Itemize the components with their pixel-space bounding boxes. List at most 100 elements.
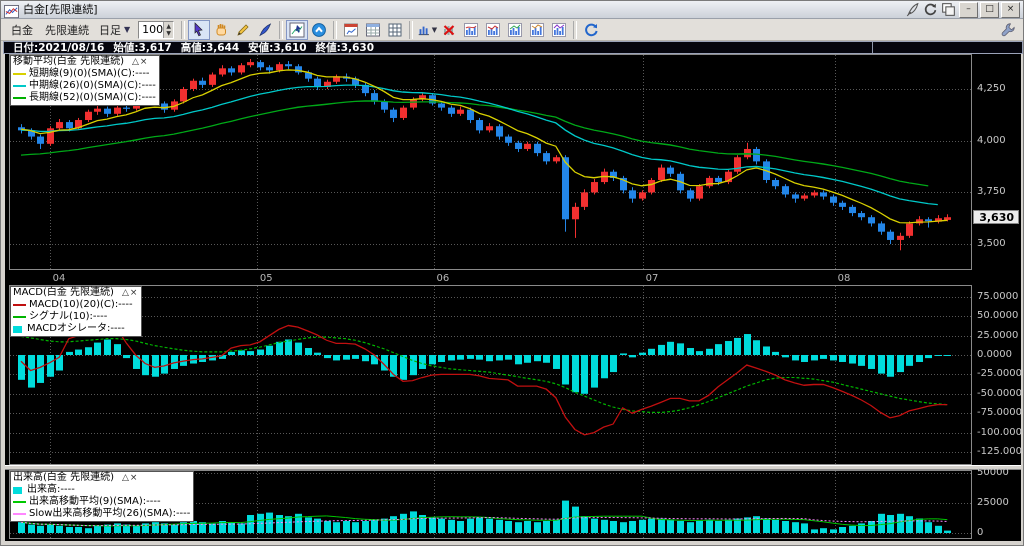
time-axis-month-label: 08	[837, 273, 851, 284]
panel-splitter[interactable]	[5, 465, 1021, 470]
volume-axis-tick: 50000	[977, 467, 1009, 478]
macd-axis-tick: -75.0000	[977, 407, 1022, 418]
legend-item: 中期線(26)(0)(SMA)(C):----	[13, 80, 156, 92]
time-axis-month-label: 05	[259, 273, 273, 284]
ohlc-info-bar: 日付:2021/08/16 始値:3,617 高値:3,644 安値:3,610…	[3, 41, 1023, 54]
current-price-badge: 3,630	[973, 210, 1019, 224]
legend-collapse-icon[interactable]: △	[121, 473, 130, 483]
macd-legend-title: MACD(白金 先限連続)	[13, 287, 114, 298]
data-table-button[interactable]	[362, 20, 384, 40]
crosshair-chart-button[interactable]	[286, 19, 309, 40]
quill-draw-button[interactable]	[254, 20, 276, 40]
legend-close-icon[interactable]: ×	[129, 473, 139, 483]
macd-axis-tick: -50.0000	[977, 388, 1022, 399]
toolbar-separator	[333, 20, 338, 39]
spinner-arrows-icon[interactable]: ▲ ▼	[163, 21, 174, 38]
legend-label: 出来高移動平均(9)(SMA):----	[29, 496, 161, 507]
legend-swatch	[13, 85, 26, 87]
legend-swatch	[13, 501, 26, 503]
macd-legend: MACD(白金 先限連続) △× MACD(10)(20)(C):---- シグナ…	[10, 286, 143, 337]
minimize-button[interactable]: –	[959, 1, 978, 18]
bar-chart-dropdown-button[interactable]: ▼	[416, 20, 438, 40]
legend-swatch	[13, 486, 22, 494]
contract-label[interactable]: 先限連続	[45, 23, 89, 37]
select-cursor-button[interactable]	[188, 19, 211, 40]
price-axis-tick: 3,750	[977, 186, 1006, 197]
legend-label: MACDオシレータ:----	[27, 323, 125, 334]
toolbar-separator	[573, 20, 578, 39]
maximize-button[interactable]: □	[980, 1, 999, 18]
info-high: 高値:3,644	[180, 42, 240, 54]
symbol-label[interactable]: 白金	[11, 23, 33, 37]
legend-item: シグナル(10):----	[13, 311, 138, 323]
legend-label: 出来高:----	[27, 484, 75, 495]
legend-item: MACDオシレータ:----	[13, 323, 138, 335]
feather-pin-icon[interactable]	[904, 2, 921, 17]
legend-label: Slow出来高移動平均(26)(SMA):----	[29, 508, 191, 519]
macd-axis-tick: 25.0000	[977, 330, 1019, 341]
chart-layout-1-button[interactable]	[460, 20, 482, 40]
rotate-g-icon[interactable]	[922, 2, 939, 17]
titlebar[interactable]: 白金[先限連続] – □ ×	[1, 1, 1023, 19]
volume-axis-tick: 0	[977, 527, 984, 538]
scroll-to-latest-button[interactable]	[308, 20, 330, 40]
period-value: 日足	[99, 23, 121, 37]
toolbar-separator	[409, 20, 414, 39]
copy-window-icon[interactable]	[940, 2, 957, 17]
refresh-button[interactable]	[580, 20, 602, 40]
volume-legend: 出来高(白金 先限連続) △× 出来高:---- 出来高移動平均(9)(SMA):…	[10, 471, 195, 522]
chart-area: 移動平均(白金 先限連続) △× 短期線(9)(0)(SMA)(C):---- 中…	[5, 54, 1024, 541]
macd-axis-tick: -25.0000	[977, 368, 1022, 379]
period-dropdown[interactable]: 日足 ▼	[99, 22, 130, 38]
legend-collapse-icon[interactable]: △	[121, 288, 130, 298]
legend-label: シグナル(10):----	[29, 311, 108, 322]
toolbar-separator	[181, 20, 186, 39]
price-axis-tick: 3,500	[977, 238, 1006, 249]
legend-collapse-icon[interactable]: △	[131, 57, 140, 67]
toolbar: 白金 先限連続 日足 ▼ 100 ▲ ▼ ▼	[1, 19, 1023, 41]
macd-axis-tick: -100.0000	[977, 427, 1024, 438]
chevron-down-icon: ▼	[124, 25, 131, 34]
macd-axis-tick: -125.0000	[977, 446, 1024, 457]
macd-axis-tick: 75.0000	[977, 291, 1019, 302]
grid-table-button[interactable]	[384, 20, 406, 40]
chart-layout-5-button[interactable]	[548, 20, 570, 40]
legend-swatch	[13, 325, 22, 333]
info-low: 安値:3,610	[248, 42, 307, 54]
delete-chart-button[interactable]	[438, 20, 460, 40]
close-button[interactable]: ×	[1001, 1, 1020, 18]
legend-item: 出来高移動平均(9)(SMA):----	[13, 496, 190, 508]
bars-count-spinner[interactable]: 100 ▲ ▼	[138, 20, 175, 39]
hand-pan-button[interactable]	[210, 20, 232, 40]
wrench-settings-button[interactable]	[997, 20, 1019, 40]
macd-axis-tick: 0.0000	[977, 349, 1012, 360]
legend-item: Slow出来高移動平均(26)(SMA):----	[13, 508, 190, 520]
chart-window-button[interactable]	[340, 20, 362, 40]
time-axis-month-label: 04	[52, 273, 66, 284]
toolbar-separator	[279, 20, 284, 39]
legend-item: 長期線(52)(0)(SMA)(C):----	[13, 92, 156, 104]
chart-layout-4-button[interactable]	[526, 20, 548, 40]
legend-close-icon[interactable]: ×	[129, 288, 139, 298]
volume-legend-title: 出来高(白金 先限連続)	[13, 472, 114, 483]
pencil-draw-button[interactable]	[232, 20, 254, 40]
info-date: 日付:2021/08/16	[13, 42, 105, 54]
price-axis-tick: 4,000	[977, 135, 1006, 146]
chart-app-icon	[4, 3, 19, 18]
legend-label: MACD(10)(20)(C):----	[29, 299, 133, 310]
ma-legend-title: 移動平均(白金 先限連続)	[13, 56, 124, 67]
legend-label: 短期線(9)(0)(SMA)(C):----	[29, 68, 150, 79]
legend-swatch	[13, 97, 26, 99]
time-axis-month-label: 07	[645, 273, 659, 284]
main-price-chart-canvas[interactable]	[9, 54, 972, 270]
legend-swatch	[13, 316, 26, 318]
bars-count-value: 100	[142, 23, 164, 36]
time-axis-month-label: 06	[436, 273, 450, 284]
window-title: 白金[先限連続]	[23, 3, 98, 16]
chart-layout-2-button[interactable]	[482, 20, 504, 40]
chart-layout-3-button[interactable]	[504, 20, 526, 40]
info-close: 終値:3,630	[315, 42, 375, 54]
legend-close-icon[interactable]: ×	[139, 57, 149, 67]
macd-chart-canvas[interactable]	[9, 285, 972, 465]
